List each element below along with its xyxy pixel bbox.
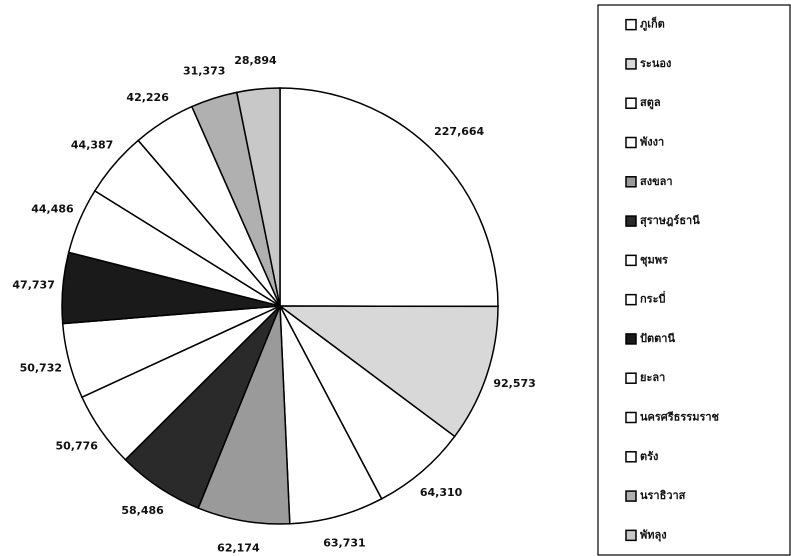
pie-slice (280, 88, 498, 306)
legend-label: สตูล (640, 96, 661, 110)
legend-swatch (626, 530, 636, 540)
legend-swatch (626, 413, 636, 423)
data-label: 50,776 (55, 439, 98, 452)
legend-label: นราธิวาส (640, 489, 686, 502)
legend-swatch (626, 452, 636, 462)
legend-swatch (626, 59, 636, 69)
data-label: 227,664 (434, 125, 484, 138)
legend-swatch (626, 98, 636, 108)
legend-swatch (626, 295, 636, 305)
data-label: 44,387 (71, 139, 113, 152)
legend-label: นครศรีธรรมราช (640, 411, 720, 424)
data-label: 28,894 (234, 54, 277, 67)
data-label: 50,732 (20, 361, 62, 374)
legend-label: ระนอง (640, 57, 671, 70)
data-label: 44,486 (31, 203, 74, 216)
chart: 227,664 92,573 64,310 63,731 62,174 58,486 50,… (0, 0, 791, 556)
data-label: 58,486 (121, 504, 164, 517)
legend-swatch (626, 216, 636, 226)
legend-label: ปัตตานี (640, 332, 675, 345)
legend-swatch (626, 373, 636, 383)
legend-label: สุราษฎร์ธานี (640, 214, 700, 228)
data-label: 64,310 (420, 486, 463, 499)
legend-box (598, 5, 790, 555)
legend-label: ภูเก็ต (640, 17, 665, 32)
legend-swatch (626, 334, 636, 344)
data-label: 92,573 (493, 377, 535, 390)
legend-label: ตรัง (640, 450, 658, 463)
legend-label: ชุมพร (640, 253, 668, 267)
data-label: 63,731 (323, 536, 365, 549)
data-label: 62,174 (217, 541, 260, 554)
data-label: 42,226 (126, 91, 169, 104)
legend-swatch (626, 177, 636, 187)
legend-label: กระบี่ (640, 291, 665, 306)
legend-swatch (626, 20, 636, 30)
data-label: 47,737 (12, 278, 54, 291)
legend-label: พัทลุง (640, 528, 667, 542)
data-label: 31,373 (183, 65, 225, 78)
legend-label: สงขลา (640, 175, 673, 188)
legend-swatch (626, 138, 636, 148)
legend-label: พังงา (640, 136, 664, 149)
legend-swatch (626, 491, 636, 501)
legend-label: ยะลา (640, 371, 665, 384)
legend-swatch (626, 255, 636, 265)
